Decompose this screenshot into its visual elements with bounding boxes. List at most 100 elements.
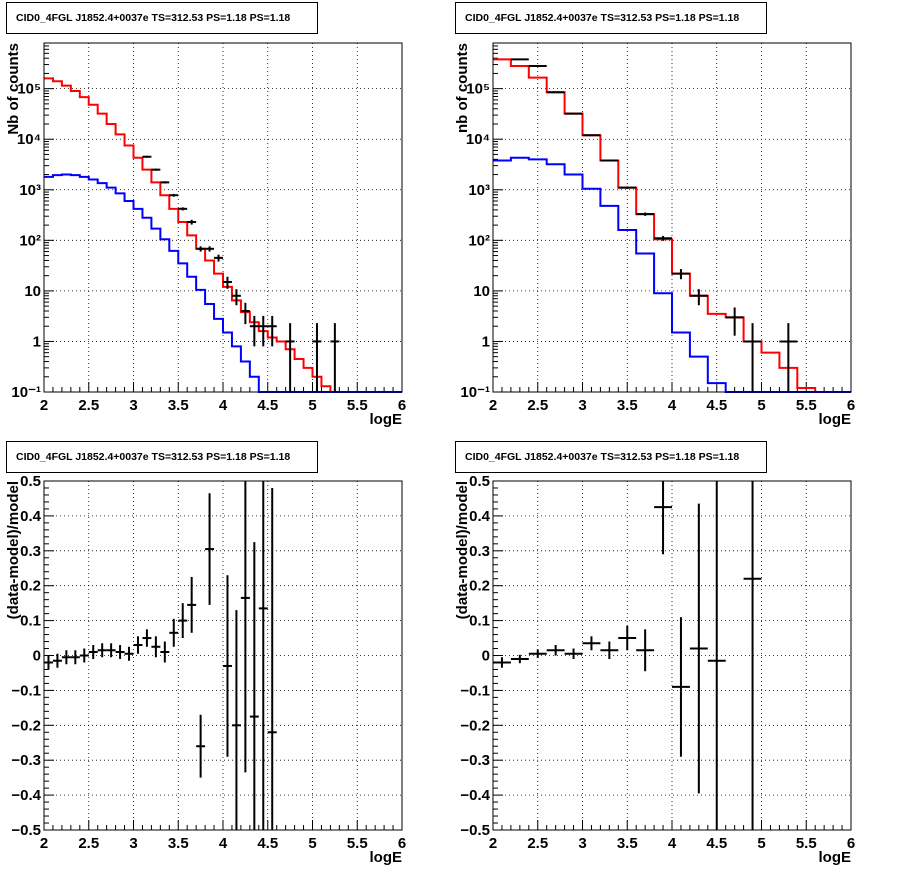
y-tick-label: 0.2 <box>469 578 490 595</box>
y-tick-label: 10² <box>468 232 490 249</box>
x-tick-label: 3 <box>129 397 137 414</box>
y-tick-label: −0.2 <box>460 717 490 734</box>
x-tick-label: 5 <box>757 397 765 414</box>
x-tick-label: 6 <box>398 397 406 414</box>
data-point <box>187 576 197 633</box>
y-tick-label: 10³ <box>468 182 490 199</box>
data-point <box>240 481 250 773</box>
y-tick-label: 0.5 <box>469 473 490 490</box>
data-point <box>546 645 565 656</box>
x-tick-label: 5 <box>757 835 765 852</box>
data-point <box>70 650 80 665</box>
data-point <box>600 641 619 659</box>
data-point <box>142 629 152 647</box>
x-axis-title: logE <box>819 411 852 428</box>
y-tick-label: 10⁴ <box>466 131 490 148</box>
x-tick-label: 3.5 <box>168 397 189 414</box>
data-point <box>187 219 197 225</box>
x-tick-label: 2 <box>40 835 48 852</box>
y-tick-label: −0.2 <box>11 717 41 734</box>
y-tick-label: 10⁴ <box>17 131 41 148</box>
data-point <box>169 193 179 197</box>
data-point <box>672 617 690 757</box>
data-point <box>285 323 295 392</box>
data-point <box>493 657 511 668</box>
x-tick-label: 6 <box>847 835 855 852</box>
ticks <box>492 480 852 831</box>
data-point <box>779 323 798 392</box>
data-point <box>160 641 170 663</box>
data-point <box>223 276 232 289</box>
y-axis-title: Nb of counts <box>5 43 22 135</box>
plot-frame <box>492 480 852 831</box>
data-point <box>654 235 672 241</box>
x-tick-label: 2.5 <box>78 397 99 414</box>
data-point <box>564 648 583 659</box>
y-tick-label: −0.5 <box>11 822 41 839</box>
y-tick-label: 1 <box>482 333 490 350</box>
data-points <box>142 155 340 392</box>
y-axis-title: (data-model)/model <box>5 481 22 619</box>
data-point <box>240 302 250 325</box>
data-point <box>97 643 107 658</box>
y-tick-label: −0.4 <box>460 787 490 804</box>
data-point <box>214 254 223 262</box>
data-point <box>196 246 206 252</box>
x-tick-label: 3.5 <box>617 835 638 852</box>
data-point <box>510 58 529 61</box>
data-point <box>249 542 259 830</box>
data-point <box>330 323 340 392</box>
x-tick-label: 2.5 <box>78 835 99 852</box>
y-tick-label: 10⁻¹ <box>460 384 490 401</box>
y-tick-label: 10 <box>473 283 490 300</box>
data-point <box>258 481 268 830</box>
data-point <box>267 487 277 830</box>
data-point <box>133 636 143 654</box>
data-point <box>528 649 547 658</box>
y-tick-label: 10⁵ <box>466 81 490 98</box>
y-axis-title: nb of counts <box>454 43 471 133</box>
x-tick-label: 4.5 <box>257 397 278 414</box>
data-point <box>231 289 241 306</box>
x-tick-label: 3.5 <box>617 397 638 414</box>
data-point <box>528 65 547 68</box>
data-point <box>205 246 215 252</box>
data-point <box>707 481 726 830</box>
x-tick-label: 4.5 <box>706 397 727 414</box>
data-point <box>106 643 116 658</box>
x-tick-label: 3 <box>129 835 137 852</box>
panel-title-bottom-left: CID0_4FGL J1852.4+0037e TS=312.53 PS=1.1… <box>6 441 318 473</box>
y-tick-label: −0.3 <box>460 752 490 769</box>
x-axis-title: logE <box>819 849 852 866</box>
y-tick-label: 1 <box>33 333 41 350</box>
data-point <box>231 610 241 830</box>
ticks <box>43 480 403 831</box>
data-point <box>654 481 672 555</box>
ticks <box>43 42 403 393</box>
y-tick-label: 0.5 <box>20 473 41 490</box>
data-point <box>151 636 161 658</box>
y-tick-label: 10⁻¹ <box>11 384 41 401</box>
x-tick-label: 2 <box>489 397 497 414</box>
y-tick-label: 10⁵ <box>17 81 41 98</box>
data-point <box>510 654 529 664</box>
y-tick-label: −0.5 <box>460 822 490 839</box>
x-tick-label: 4 <box>219 397 228 414</box>
data-points <box>510 58 798 392</box>
data-point <box>725 307 744 336</box>
plot-frame <box>492 42 852 393</box>
data-point <box>636 629 655 672</box>
data-point <box>61 650 71 665</box>
x-tick-label: 5.5 <box>347 835 368 852</box>
data-point <box>124 646 134 661</box>
data-point <box>115 645 125 659</box>
y-tick-label: 0 <box>33 648 41 665</box>
x-axis-title: logE <box>370 411 403 428</box>
data-point <box>689 289 708 306</box>
data-point <box>618 186 637 189</box>
data-point <box>178 603 188 639</box>
series-source_model <box>493 156 851 393</box>
x-tick-label: 5.5 <box>796 397 817 414</box>
y-tick-label: 0.4 <box>469 508 491 525</box>
x-tick-label: 5 <box>308 397 316 414</box>
